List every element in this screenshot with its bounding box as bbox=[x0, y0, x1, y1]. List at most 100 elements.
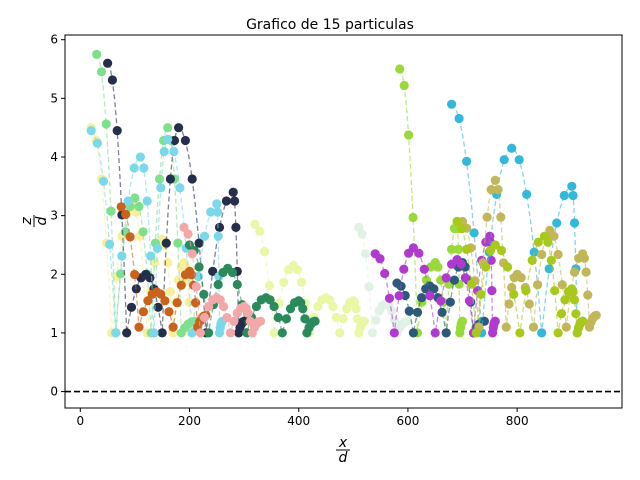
particle-point-5 bbox=[212, 199, 222, 209]
particle-point-12 bbox=[460, 273, 470, 283]
particle-point-3 bbox=[163, 123, 173, 133]
particle-point-12 bbox=[394, 291, 404, 301]
y-axis-label-numerator: z bbox=[19, 217, 35, 226]
particle-point-2 bbox=[264, 280, 274, 291]
particle-point-9 bbox=[367, 328, 377, 338]
x-tick-label: 200 bbox=[178, 414, 201, 428]
particle-point-12 bbox=[430, 328, 440, 338]
particle-point-13 bbox=[447, 99, 457, 109]
particle-point-3 bbox=[106, 206, 116, 216]
particle-point-13 bbox=[499, 155, 509, 165]
particle-point-2 bbox=[296, 277, 307, 287]
particle-point-8 bbox=[204, 301, 214, 312]
particle-point-2 bbox=[359, 316, 369, 326]
particle-point-15 bbox=[527, 255, 537, 265]
particle-point-5 bbox=[212, 207, 223, 217]
particle-point-15 bbox=[560, 295, 570, 305]
particle-point-10 bbox=[395, 64, 405, 74]
particle-point-14 bbox=[561, 322, 571, 332]
particle-point-14 bbox=[486, 185, 496, 195]
particle-point-4 bbox=[165, 174, 175, 184]
particle-point-11 bbox=[417, 293, 427, 303]
particle-point-13 bbox=[469, 228, 479, 238]
particle-point-7 bbox=[194, 262, 204, 272]
particle-point-5 bbox=[105, 239, 115, 249]
particle-point-4 bbox=[145, 273, 155, 283]
particle-point-5 bbox=[111, 328, 121, 338]
particle-point-11 bbox=[404, 306, 414, 316]
particle-point-3 bbox=[138, 227, 148, 237]
particle-point-6 bbox=[116, 202, 126, 212]
particle-point-2 bbox=[331, 312, 341, 323]
particle-point-1 bbox=[163, 258, 173, 268]
particle-point-5 bbox=[159, 146, 169, 157]
particle-point-12 bbox=[380, 268, 390, 279]
particle-point-5 bbox=[199, 231, 210, 241]
particle-point-12 bbox=[464, 296, 474, 306]
particle-point-4 bbox=[161, 238, 171, 248]
particle-point-7 bbox=[213, 279, 223, 290]
particle-point-14 bbox=[490, 175, 500, 185]
particle-point-14 bbox=[549, 231, 559, 241]
particle-point-15 bbox=[509, 289, 519, 299]
particle-point-4 bbox=[230, 196, 240, 206]
y-tick-label: 4 bbox=[50, 150, 58, 164]
particle-point-5 bbox=[86, 126, 96, 136]
particle-point-2 bbox=[279, 277, 289, 287]
y-tick-label: 1 bbox=[50, 326, 58, 340]
particle-point-7 bbox=[300, 314, 310, 324]
particle-point-14 bbox=[501, 322, 511, 332]
particle-point-10 bbox=[453, 244, 463, 254]
particle-point-5 bbox=[175, 183, 185, 193]
particle-point-7 bbox=[273, 312, 283, 323]
particle-point-2 bbox=[338, 314, 348, 324]
x-axis-label-denominator: d bbox=[339, 450, 348, 466]
particle-point-4 bbox=[228, 187, 238, 197]
chart-title: Grafico de 15 particulas bbox=[246, 17, 414, 33]
particle-point-5 bbox=[123, 196, 133, 206]
particle-point-5 bbox=[163, 134, 173, 144]
particle-point-7 bbox=[281, 314, 291, 324]
y-axis-label: z d bbox=[19, 215, 50, 227]
particle-point-5 bbox=[213, 231, 223, 241]
particle-point-2 bbox=[351, 304, 361, 314]
particle-point-13 bbox=[569, 218, 580, 228]
particle-point-15 bbox=[496, 245, 507, 256]
x-tick-label: 400 bbox=[287, 414, 310, 428]
particle-point-4 bbox=[180, 135, 190, 146]
particle-point-14 bbox=[537, 249, 547, 260]
particle-point-7 bbox=[265, 295, 275, 305]
particle-point-6 bbox=[156, 289, 166, 299]
particle-point-15 bbox=[503, 262, 513, 272]
particle-point-5 bbox=[146, 251, 156, 261]
particle-point-13 bbox=[514, 155, 524, 165]
particle-point-5 bbox=[152, 243, 162, 253]
particle-point-7 bbox=[298, 304, 308, 314]
particle-point-15 bbox=[553, 328, 563, 338]
particle-point-4 bbox=[112, 126, 122, 136]
particle-point-14 bbox=[524, 299, 535, 309]
particle-point-4 bbox=[221, 196, 231, 206]
particle-point-2 bbox=[328, 301, 338, 312]
particle-point-12 bbox=[441, 273, 451, 283]
particle-point-5 bbox=[92, 138, 102, 148]
particle-point-15 bbox=[556, 309, 567, 319]
particle-point-15 bbox=[466, 279, 476, 289]
particle-point-6 bbox=[187, 270, 197, 280]
particle-point-5 bbox=[187, 328, 197, 338]
particle-point-10 bbox=[433, 262, 443, 272]
particle-point-2 bbox=[313, 301, 323, 312]
trajectory-line-1 bbox=[90, 127, 198, 334]
particle-point-12 bbox=[419, 264, 429, 274]
particle-point-7 bbox=[310, 316, 320, 326]
particle-point-6 bbox=[130, 269, 140, 280]
plot-area bbox=[65, 49, 622, 393]
particle-point-15 bbox=[457, 223, 467, 234]
particle-point-7 bbox=[204, 328, 214, 338]
particle-point-5 bbox=[149, 328, 159, 338]
particle-point-4 bbox=[169, 135, 180, 146]
particle-point-3 bbox=[173, 238, 183, 248]
particle-point-7 bbox=[251, 301, 261, 312]
particle-point-4 bbox=[122, 328, 132, 338]
